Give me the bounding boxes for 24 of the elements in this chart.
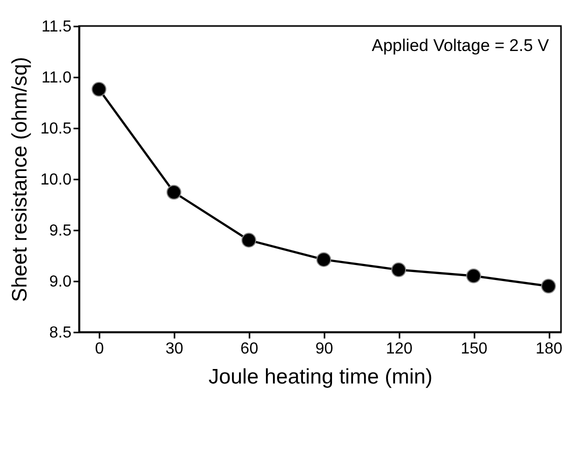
y-tick-label: 8.5 (49, 324, 72, 342)
y-tick-label: 11.0 (42, 70, 72, 86)
x-tick-label: 60 (240, 340, 258, 358)
y-tick-label: 11.5 (42, 18, 72, 36)
point (391, 262, 406, 278)
point (241, 232, 256, 248)
x-tick-label: 30 (166, 340, 184, 358)
point (541, 278, 556, 294)
y-axis-title: Sheet resistance (ohm/sq) (8, 56, 32, 302)
point (166, 184, 182, 200)
x-axis-title: Joule heating time (min) (208, 366, 433, 388)
x-tick-label: 120 (386, 340, 413, 358)
annotation: Applied Voltage = 2.5 V (372, 36, 550, 55)
point (316, 252, 332, 267)
x-tick-label: 180 (536, 340, 562, 358)
x-tick-label: 90 (315, 340, 334, 358)
point (466, 268, 481, 284)
x-tick-label: 0 (95, 340, 104, 358)
y-tick-label: 9.0 (49, 274, 72, 290)
x-tick-label: 150 (460, 340, 488, 358)
point (92, 82, 106, 97)
y-tick-label: 9.5 (49, 222, 72, 240)
y-tick-label: 10.5 (40, 120, 72, 138)
y-tick-label: 10.0 (40, 172, 72, 188)
